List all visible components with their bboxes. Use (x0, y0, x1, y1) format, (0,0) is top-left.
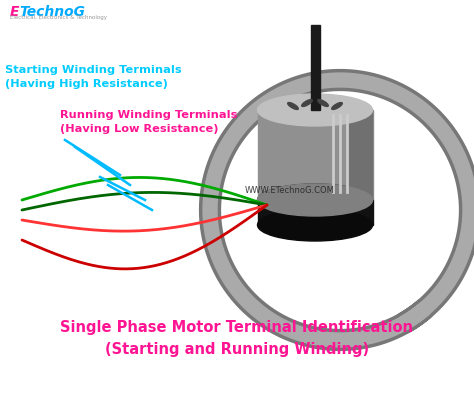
Ellipse shape (257, 184, 373, 216)
Ellipse shape (257, 209, 373, 241)
Text: Starting Winding Terminals
(Having High Resistance): Starting Winding Terminals (Having High … (5, 65, 182, 89)
Bar (311, 25, 320, 110)
Ellipse shape (332, 103, 342, 109)
Ellipse shape (257, 184, 373, 216)
Text: E: E (10, 5, 19, 19)
Ellipse shape (288, 103, 298, 109)
Text: WWW.ETechnoG.COM: WWW.ETechnoG.COM (245, 186, 335, 195)
Bar (258, 110, 373, 200)
Bar (258, 200, 373, 225)
Ellipse shape (302, 100, 312, 107)
Ellipse shape (318, 100, 328, 107)
Text: (Starting and Running Winding): (Starting and Running Winding) (105, 342, 369, 357)
Bar (347, 110, 372, 200)
Text: TechnoG: TechnoG (19, 5, 85, 19)
Text: Running Winding Terminals
(Having Low Resistance): Running Winding Terminals (Having Low Re… (60, 110, 237, 134)
Text: Single Phase Motor Terminal Identification: Single Phase Motor Terminal Identificati… (61, 320, 413, 335)
Ellipse shape (257, 94, 373, 126)
Text: Electrical, Electronics & Technology: Electrical, Electronics & Technology (10, 15, 107, 20)
